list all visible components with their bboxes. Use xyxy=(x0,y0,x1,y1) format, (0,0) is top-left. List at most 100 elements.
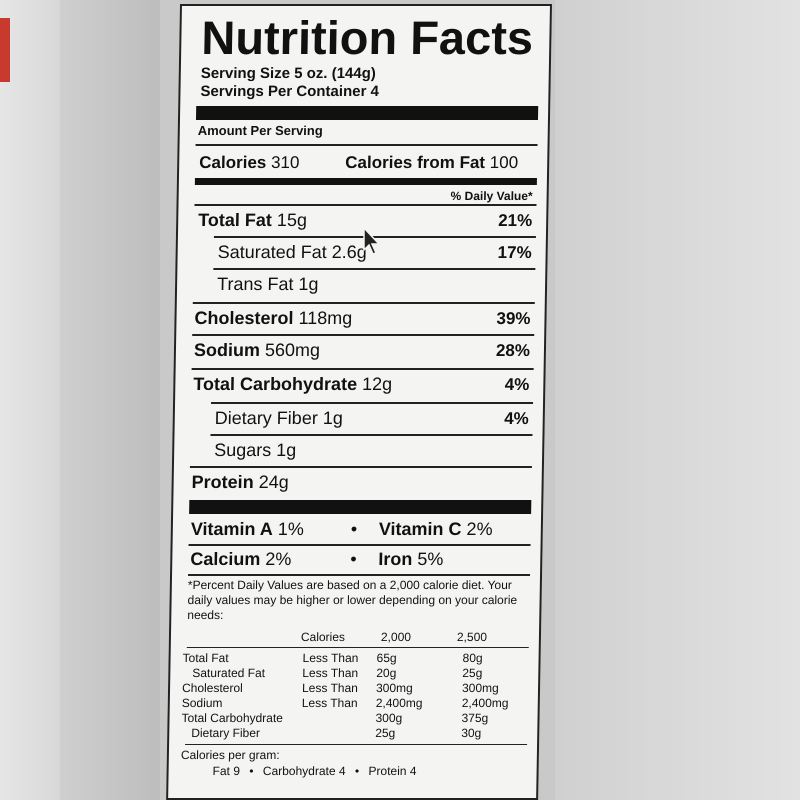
dv-row-nutrient: Total Fat xyxy=(182,651,229,665)
calories-value: 310 xyxy=(270,153,300,172)
nutrient-row-sugars: Sugars 1g xyxy=(190,438,532,466)
nutrient-row-protein: Protein 24g xyxy=(189,470,531,498)
thick-divider xyxy=(195,106,539,120)
vitamin-name: Vitamin A xyxy=(190,519,274,539)
divider xyxy=(186,647,529,648)
nutrition-facts-label: Nutrition Facts Serving Size 5 oz. (144g… xyxy=(166,4,552,800)
dv-row-2500: 375g xyxy=(461,711,489,725)
divider xyxy=(213,268,536,270)
bullet-separator: • xyxy=(350,519,358,539)
nutrient-amount: 560mg xyxy=(264,340,321,360)
nutrient-pct: 39% xyxy=(496,309,531,328)
bullet-separator: • xyxy=(249,764,254,778)
serving-size: Serving Size 5 oz. (144g) xyxy=(200,65,376,82)
vitamin-row: Calcium 2% • Iron 5% xyxy=(188,547,530,575)
vitamin-row: Vitamin A 1% • Vitamin C 2% xyxy=(189,517,531,545)
nutrient-name: Total Carbohydrate xyxy=(193,374,358,394)
daily-value-header: % Daily Value* xyxy=(450,189,533,203)
label-title: Nutrition Facts xyxy=(200,11,534,64)
dv-row-2000: 300mg xyxy=(375,681,413,695)
dv-row-qualifier: Less Than xyxy=(301,681,359,695)
calories-per-gram-carbohydrate: Carbohydrate 4 xyxy=(262,764,346,778)
nutrient-pct: 4% xyxy=(504,409,529,428)
nutrient-name: Total Fat xyxy=(198,210,273,230)
dv-row-2500: 25g xyxy=(462,666,483,680)
dv-row-2500: 2,400mg xyxy=(461,696,509,710)
amount-per-serving: Amount Per Serving xyxy=(197,123,323,138)
nutrient-pct: 17% xyxy=(497,243,532,262)
divider xyxy=(191,368,534,370)
calories-per-gram-values: Fat 9 • Carbohydrate 4 • Protein 4 xyxy=(212,764,416,779)
calories-per-gram-label: Calories per gram: xyxy=(180,748,280,762)
nutrient-name: Protein xyxy=(191,472,254,492)
bullet-separator: • xyxy=(354,764,360,778)
background-left xyxy=(0,0,60,800)
nutrient-amount: 118mg xyxy=(298,308,353,328)
calories-from-fat-label: Calories from Fat xyxy=(345,153,486,172)
nutrient-row-trans-fat: Trans Fat 1g xyxy=(193,272,535,300)
dv-row-2000: 300g xyxy=(375,711,403,725)
nutrient-amount: 1g xyxy=(322,408,344,428)
dv-row-nutrient: Dietary Fiber xyxy=(191,726,261,740)
divider xyxy=(211,402,534,404)
footnote: *Percent Daily Values are based on a 2,0… xyxy=(187,578,518,622)
divider xyxy=(194,204,537,206)
nutrient-row-sodium: Sodium 560mg 28% xyxy=(192,338,534,366)
background-shadow xyxy=(60,0,160,800)
medium-divider xyxy=(194,178,537,185)
nutrient-amount: 12g xyxy=(361,374,393,394)
nutrient-amount: 1g xyxy=(298,274,319,294)
nutrient-name: Sodium xyxy=(193,340,261,360)
dv-row-2000: 25g xyxy=(375,726,396,740)
divider xyxy=(185,744,528,745)
nutrient-name: Cholesterol xyxy=(194,308,294,328)
vitamin-name: Iron xyxy=(378,549,413,569)
nutrient-pct: 4% xyxy=(504,375,530,394)
dv-table-2500: 80g 25g 300mg 2,400mg 375g 30g xyxy=(461,651,509,741)
dv-row-qualifier: Less Than xyxy=(302,651,359,665)
divider xyxy=(192,334,535,336)
dv-row-2500: 80g xyxy=(462,651,483,665)
vitamin-name: Vitamin C xyxy=(378,519,462,539)
dv-header-2500: 2,500 xyxy=(456,630,488,644)
nutrient-name: Trans Fat xyxy=(216,274,294,294)
vitamin-pct: 2% xyxy=(466,519,493,539)
bullet-separator: • xyxy=(350,549,357,569)
dv-header-2000: 2,000 xyxy=(380,630,412,644)
nutrient-amount: 1g xyxy=(276,440,297,460)
red-tab xyxy=(0,18,10,82)
dv-table-nutrients: Total Fat Saturated Fat Cholesterol Sodi… xyxy=(181,651,284,741)
dv-row-nutrient: Cholesterol xyxy=(181,681,243,695)
divider xyxy=(188,574,531,576)
dv-row-2000: 65g xyxy=(376,651,397,665)
dv-row-2500: 30g xyxy=(461,726,482,740)
calories-from-fat-value: 100 xyxy=(489,153,519,172)
dv-row-2000: 20g xyxy=(376,666,397,680)
vitamin-pct: 2% xyxy=(265,549,292,569)
nutrient-name: Dietary Fiber xyxy=(214,408,318,428)
dv-table-qualifiers: Less Than Less Than Less Than Less Than xyxy=(302,651,359,711)
nutrient-pct: 21% xyxy=(498,211,533,230)
nutrient-row-dietary-fiber: Dietary Fiber 1g 4% xyxy=(190,406,532,434)
nutrient-amount: 24g xyxy=(258,472,289,492)
dv-table-2000: 65g 20g 300mg 2,400mg 300g 25g xyxy=(375,651,423,741)
divider xyxy=(188,544,531,546)
divider xyxy=(210,434,533,436)
nutrient-row-cholesterol: Cholesterol 118mg 39% xyxy=(192,306,534,334)
vitamin-pct: 5% xyxy=(417,549,444,569)
divider xyxy=(192,302,535,304)
calories-label: Calories xyxy=(199,153,267,172)
calories-row: Calories 310 Calories from Fat 100 xyxy=(195,151,537,179)
divider xyxy=(195,144,538,146)
servings-per-container: Servings Per Container 4 xyxy=(200,83,380,100)
vitamin-name: Calcium xyxy=(190,549,261,569)
dv-row-qualifier: Less Than xyxy=(302,666,359,680)
nutrient-row-total-carbohydrate: Total Carbohydrate 12g 4% xyxy=(191,372,533,400)
dv-row-nutrient: Total Carbohydrate xyxy=(181,711,284,725)
calories-per-gram-fat: Fat 9 xyxy=(212,764,241,778)
dv-row-qualifier: Less Than xyxy=(301,696,358,710)
dv-row-nutrient: Saturated Fat xyxy=(192,666,266,680)
nutrient-amount: 15g xyxy=(276,210,308,230)
calories-per-gram-protein: Protein 4 xyxy=(368,764,417,778)
dv-row-2000: 2,400mg xyxy=(375,696,423,710)
